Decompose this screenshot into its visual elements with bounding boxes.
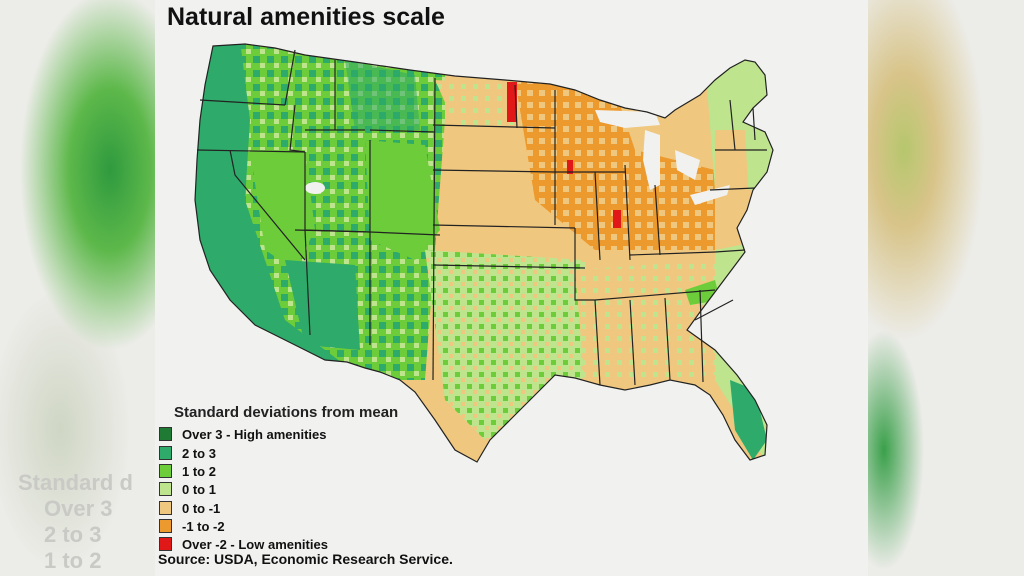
source-note: Source: USDA, Economic Research Service.	[158, 551, 453, 567]
map-title: Natural amenities scale	[167, 3, 445, 31]
legend-swatch	[159, 482, 172, 496]
legend-swatch	[159, 537, 172, 551]
ghost-legend-text: Standard d Over 3 2 to 3 1 to 2	[18, 470, 133, 573]
blurred-background-left: Standard d Over 3 2 to 3 1 to 2	[0, 0, 160, 576]
legend-swatch	[159, 427, 172, 441]
legend-swatch	[159, 501, 172, 515]
blurred-background-right	[864, 0, 1024, 576]
legend-item-over-3: Over 3 - High amenities	[159, 426, 327, 442]
legend-swatch	[159, 464, 172, 478]
legend-swatch	[159, 446, 172, 460]
legend-swatch	[159, 519, 172, 533]
state-borders	[194, 43, 774, 463]
legend-item-0-to-neg1: 0 to -1	[159, 500, 220, 516]
legend-item-over-neg2: Over -2 - Low amenities	[159, 536, 328, 552]
map-panel: Natural amenities scale	[155, 0, 868, 576]
us-amenities-map	[194, 43, 774, 463]
legend-item-0-to-1: 0 to 1	[159, 481, 216, 497]
legend-heading: Standard deviations from mean	[174, 404, 399, 421]
legend-item-neg1-to-neg2: -1 to -2	[159, 518, 225, 534]
legend-item-1-to-2: 1 to 2	[159, 463, 216, 479]
legend-item-2-to-3: 2 to 3	[159, 445, 216, 461]
